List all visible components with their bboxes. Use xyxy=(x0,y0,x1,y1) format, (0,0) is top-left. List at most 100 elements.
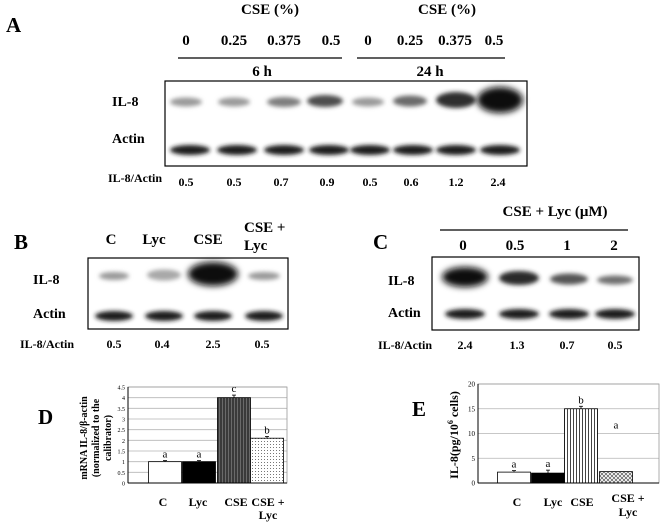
il8-band xyxy=(597,275,633,285)
y-tick-label: 0.5 xyxy=(118,471,126,477)
bar xyxy=(250,437,284,484)
lane-label: Lyc xyxy=(142,232,166,248)
bar xyxy=(599,471,633,484)
ratio-value: 0.4 xyxy=(155,337,170,351)
dose-label: 0.375 xyxy=(438,33,472,49)
ratio-value: 0.5 xyxy=(227,175,242,189)
panel-c: C CSE + Lyc (μM) 0 0.5 1 2 IL-8 Actin IL… xyxy=(373,204,640,352)
panel-b: B C Lyc CSE CSE + Lyc IL-8 Actin IL-8/Ac… xyxy=(14,220,289,351)
actin-band xyxy=(549,309,589,319)
dose-label: 0 xyxy=(459,238,467,254)
y-axis-title-end: cells) xyxy=(447,391,461,420)
il8-band xyxy=(352,97,384,107)
bars xyxy=(497,405,633,484)
actin-band xyxy=(445,309,485,319)
y-tick-label: 10 xyxy=(468,430,476,438)
il8-band xyxy=(248,272,280,280)
il8-band xyxy=(550,273,588,285)
actin-band xyxy=(309,145,349,155)
y-tick-label: 5 xyxy=(472,455,476,463)
il8-band xyxy=(393,95,427,107)
significance-letter: b xyxy=(264,424,270,436)
x-tick-label: C xyxy=(513,495,522,509)
y-axis-title-line: (normalized to the xyxy=(91,398,102,477)
y-tick-label: 20 xyxy=(468,381,476,389)
y-axis-title-line: mRNA IL-8/β-actin xyxy=(79,396,90,480)
panel-letter: A xyxy=(6,13,22,37)
significance-letter: a xyxy=(197,449,202,461)
bar xyxy=(497,471,531,484)
blot-bands xyxy=(442,267,635,319)
actin-band xyxy=(264,145,304,155)
lane-label: C xyxy=(106,232,117,248)
il8-band xyxy=(477,87,523,113)
il8-band xyxy=(442,267,488,287)
cse-header-24h: CSE (%) xyxy=(418,2,476,18)
x-tick-label: Lyc xyxy=(544,495,563,509)
actin-band xyxy=(95,311,133,321)
actin-band xyxy=(217,145,257,155)
dose-label: 0.25 xyxy=(397,33,423,49)
y-axis-title: mRNA IL-8/β-actin (normalized to the cal… xyxy=(79,396,114,480)
x-tick-label: CSE + xyxy=(611,491,644,505)
il8-band xyxy=(99,272,129,280)
panel-letter: E xyxy=(412,397,426,421)
ratio-value: 2.4 xyxy=(491,175,506,189)
actin-band xyxy=(194,311,232,321)
panel-d: D mRNA IL-8/β-actin (normalized to the c… xyxy=(38,383,288,522)
y-tick-label: 1.5 xyxy=(118,450,126,456)
y-tick-label: 15 xyxy=(468,405,476,413)
ratio-value: 0.6 xyxy=(404,175,419,189)
actin-band xyxy=(595,309,635,319)
ratio-label: IL-8/Actin xyxy=(378,338,432,352)
time-label-24h: 24 h xyxy=(416,64,444,80)
dose-labels: 0 0.25 0.375 0.5 0 0.25 0.375 0.5 xyxy=(182,33,503,49)
il8-band xyxy=(499,271,539,285)
blot-bands xyxy=(170,87,523,155)
il8-band xyxy=(267,97,301,107)
cse-lyc-header: CSE + Lyc (μM) xyxy=(503,204,608,220)
row-label-actin: Actin xyxy=(33,307,66,322)
y-axis-title: IL-8(pg/106 cells) xyxy=(446,391,461,479)
dose-label: 0.25 xyxy=(221,33,247,49)
dose-label: 0.5 xyxy=(485,33,504,49)
y-axis-title-sup: 6 xyxy=(446,420,455,424)
y-tick-label: 2 xyxy=(122,439,125,445)
il8-band xyxy=(307,95,343,107)
blot-frame xyxy=(164,80,528,167)
ratio-value: 0.5 xyxy=(179,175,194,189)
ratio-value: 0.7 xyxy=(560,338,575,352)
cse-header-6h: CSE (%) xyxy=(241,2,299,18)
actin-band xyxy=(436,145,476,155)
x-tick-label: CSE xyxy=(224,495,247,509)
x-tick-label: Lyc xyxy=(619,505,638,519)
il8-band xyxy=(218,97,250,107)
y-tick-label: 4 xyxy=(122,396,125,402)
significance-letter: a xyxy=(546,458,551,470)
bar xyxy=(531,472,565,484)
significance-letter: c xyxy=(232,383,237,395)
time-label-6h: 6 h xyxy=(252,64,272,80)
bar xyxy=(182,461,216,484)
x-tick-label: CSE xyxy=(570,495,593,509)
bar xyxy=(217,397,251,484)
bar xyxy=(564,408,598,484)
ratio-value: 0.5 xyxy=(608,338,623,352)
lane-label: CSE + xyxy=(244,220,285,236)
il8-band xyxy=(436,92,476,108)
dose-label: 0.5 xyxy=(322,33,341,49)
actin-band xyxy=(170,145,210,155)
row-label-actin: Actin xyxy=(388,306,421,321)
actin-band xyxy=(499,309,539,319)
y-tick-label: 1 xyxy=(122,460,125,466)
y-tick-label: 4.5 xyxy=(118,386,126,392)
y-tick-label: 0 xyxy=(122,482,125,488)
significance-letter: a xyxy=(163,449,168,461)
actin-band xyxy=(245,311,283,321)
y-tick-label: 0 xyxy=(472,480,476,488)
panel-e: E IL-8(pg/106 cells) 0 5 10 15 20 a a b … xyxy=(412,381,660,519)
ratio-value: 0.5 xyxy=(363,175,378,189)
ratio-value: 0.5 xyxy=(255,337,270,351)
panel-letter: B xyxy=(14,230,28,254)
dose-label: 1 xyxy=(563,238,571,254)
